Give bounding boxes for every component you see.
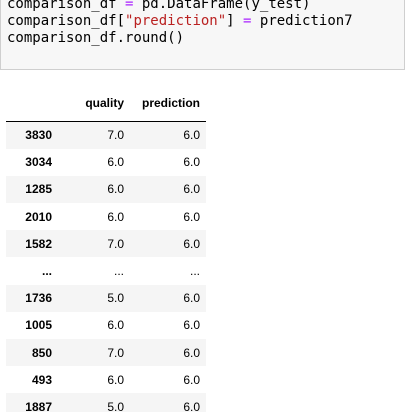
cell-quality: 5.0 (107, 399, 124, 412)
table-row: 1887 5.0 6.0 (6, 393, 206, 412)
cell-quality: 6.0 (107, 209, 124, 224)
cell-prediction: 6.0 (183, 182, 200, 197)
code-line-2: comparison_df["prediction"] = prediction… (7, 13, 404, 30)
code-operator: = (125, 0, 134, 12)
row-index: 493 (31, 372, 52, 387)
cell-quality: 6.0 (107, 372, 124, 387)
table-header-row: quality prediction (6, 85, 206, 122)
row-index: 1736 (25, 291, 52, 306)
table-row: 2010 6.0 6.0 (6, 203, 206, 231)
cell-prediction: 6.0 (183, 209, 200, 224)
code-token: ] (226, 13, 244, 29)
code-token: comparison_df (7, 0, 126, 12)
code-line-1: comparison_df = pd.DataFrame(y_test) (7, 0, 404, 13)
table-row: 1582 7.0 6.0 (6, 230, 206, 258)
cell-prediction: 6.0 (183, 372, 200, 387)
row-index: 3830 (25, 128, 52, 143)
row-index: ... (41, 264, 52, 279)
row-index: 1005 (25, 318, 52, 333)
cell-quality: 7.0 (107, 236, 124, 251)
code-token: prediction7 (251, 13, 353, 29)
cell-prediction: 6.0 (183, 128, 200, 143)
cell-prediction: 6.0 (183, 155, 200, 170)
code-token: pd.DataFrame(y_test) (133, 0, 311, 12)
cell-quality: 6.0 (107, 318, 124, 333)
table-row: 493 6.0 6.0 (6, 366, 206, 394)
row-index: 2010 (25, 209, 52, 224)
code-cell-input[interactable]: comparison_df = pd.DataFrame(y_test) com… (0, 0, 405, 70)
row-index: 3034 (25, 155, 52, 170)
table-row: 3830 7.0 6.0 (6, 121, 206, 149)
table-row: ......... (6, 257, 206, 285)
dataframe-table: quality prediction 3830 7.0 6.0 3034 6.0 6.0 1… (6, 85, 206, 412)
cell-output: quality prediction 3830 7.0 6.0 3034 6.0 6.0 1… (0, 85, 407, 412)
cell-quality: 6.0 (107, 155, 124, 170)
cell-prediction: 6.0 (183, 318, 200, 333)
cell-prediction: 6.0 (183, 291, 200, 306)
index-header (6, 85, 58, 122)
table-body: 3830 7.0 6.0 3034 6.0 6.0 1285 6.0 6.0 2010 6.0 6.0… (6, 121, 206, 412)
cell-quality: 6.0 (107, 182, 124, 197)
cell-prediction: 6.0 (183, 399, 200, 412)
cell-quality: ... (113, 264, 124, 279)
table-row: 1736 5.0 6.0 (6, 284, 206, 312)
row-index: 1285 (25, 182, 52, 197)
cell-quality: 7.0 (107, 345, 124, 360)
code-line-3: comparison_df.round() (7, 30, 404, 47)
row-index: 1582 (25, 236, 52, 251)
row-index: 1887 (25, 399, 52, 412)
column-header-prediction: prediction (128, 85, 206, 122)
cell-prediction: ... (189, 264, 200, 279)
table-row: 3034 6.0 6.0 (6, 148, 206, 176)
table-row: 1005 6.0 6.0 (6, 311, 206, 339)
column-header-quality: quality (58, 85, 128, 122)
cell-quality: 5.0 (107, 291, 124, 306)
code-token: comparison_df[ (7, 13, 126, 29)
code-operator: = (243, 13, 252, 29)
table-row: 1285 6.0 6.0 (6, 175, 206, 204)
cell-prediction: 6.0 (183, 345, 200, 360)
code-token: comparison_df.round() (7, 30, 185, 46)
code-string: "prediction" (125, 13, 227, 29)
cell-quality: 7.0 (107, 128, 124, 143)
row-index: 850 (31, 345, 52, 360)
cell-prediction: 6.0 (183, 236, 200, 251)
table-row: 850 7.0 6.0 (6, 339, 206, 367)
